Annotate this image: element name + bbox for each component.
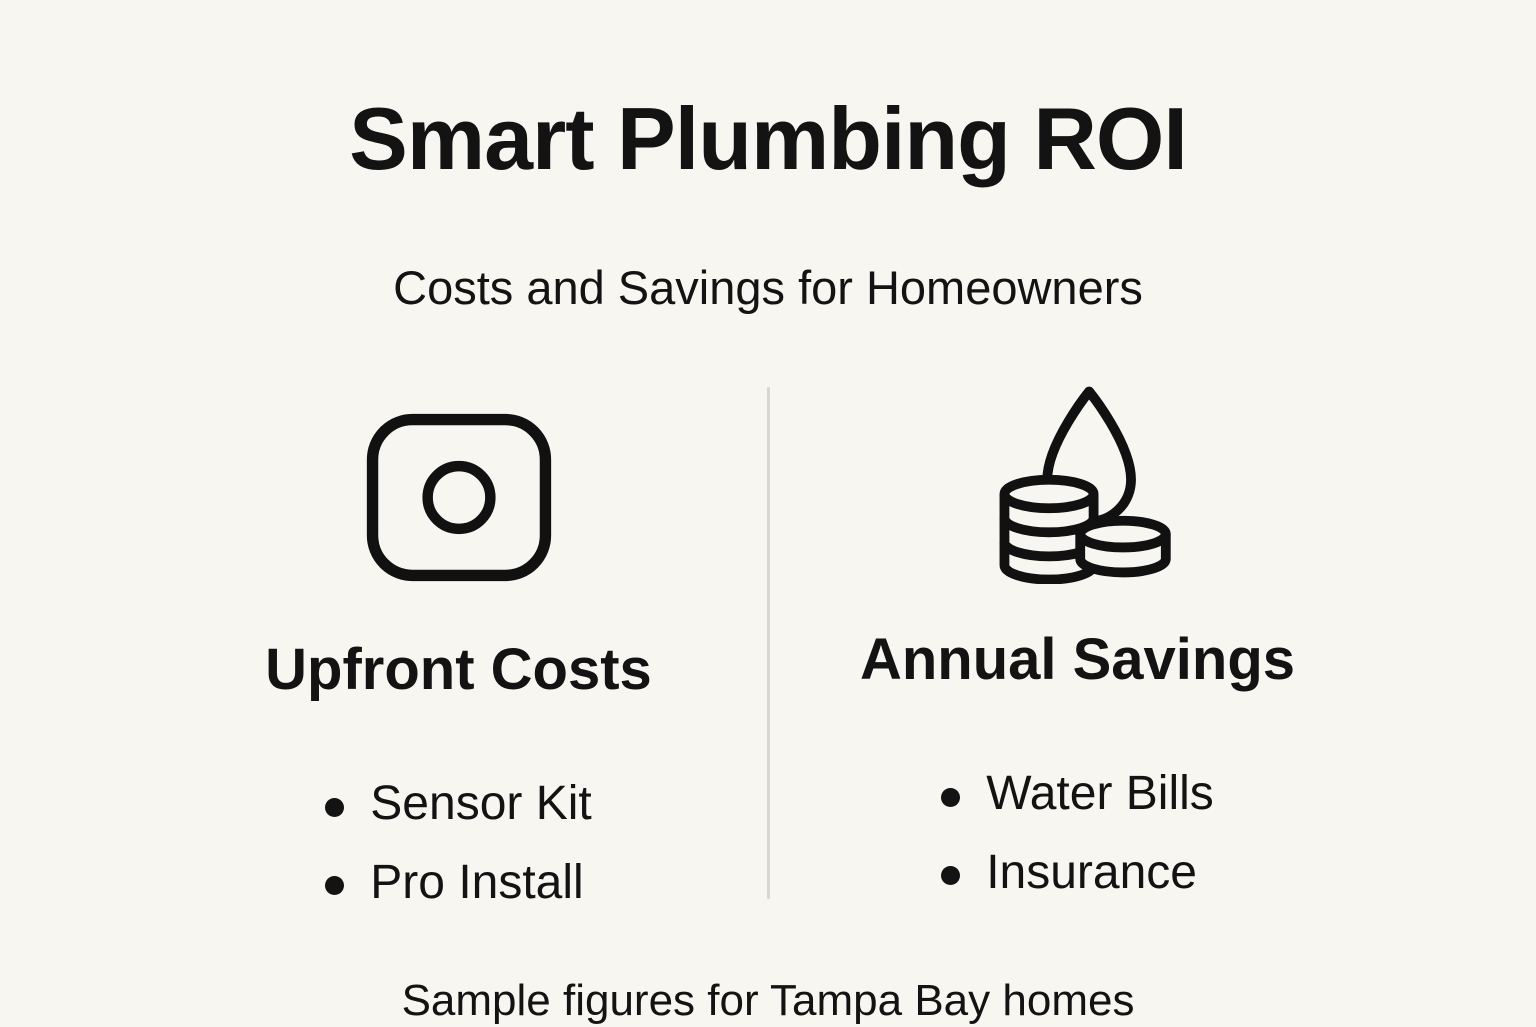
list-item-label: Pro Install [370, 856, 584, 909]
list-item-label: Sensor Kit [370, 777, 592, 831]
comparison-columns: Upfront Costs Sensor Kit Pro Install [179, 379, 1358, 913]
water-drop-coins-icon [982, 379, 1174, 584]
page-subtitle: Costs and Savings for Homeowners [393, 261, 1143, 315]
list-item: Pro Install [325, 854, 591, 913]
list-item-label: Water Bills [986, 767, 1214, 821]
bullet-dot-icon [325, 876, 345, 896]
bullet-dot-icon [941, 866, 961, 886]
upfront-costs-heading: Upfront Costs [265, 636, 652, 702]
annual-savings-heading: Annual Savings [859, 626, 1296, 692]
list-item: Sensor Kit [325, 775, 592, 834]
bullet-dot-icon [941, 787, 961, 807]
list-item: Insurance [941, 844, 1214, 903]
upfront-costs-list: Sensor Kit Pro Install [325, 775, 592, 913]
column-upfront-costs: Upfront Costs Sensor Kit Pro Install [179, 379, 739, 913]
column-annual-savings: Annual Savings Water Bills Insurance [798, 379, 1358, 903]
bullet-dot-icon [325, 797, 345, 817]
annual-savings-list: Water Bills Insurance [941, 765, 1214, 902]
list-item: Water Bills [941, 765, 1214, 824]
sensor-icon [364, 379, 554, 594]
vertical-divider [766, 386, 770, 899]
footer-note: Sample figures for Tampa Bay homes [401, 975, 1135, 1025]
page-title: Smart Plumbing ROI [349, 89, 1188, 188]
list-item-label: Insurance [986, 846, 1197, 899]
